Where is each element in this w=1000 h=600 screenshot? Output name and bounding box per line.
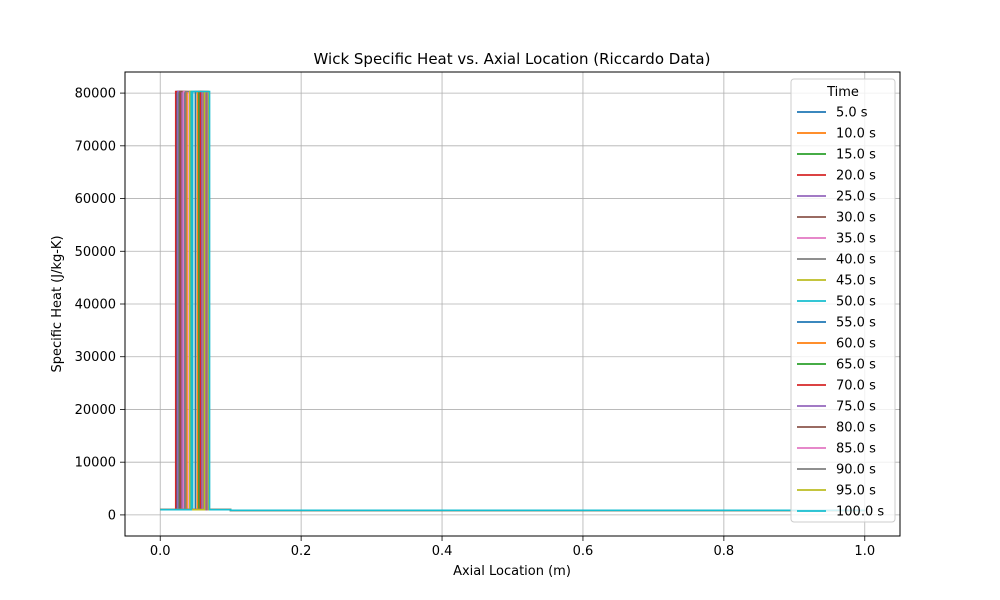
x-tick-label: 0.8 bbox=[714, 544, 735, 559]
legend-label: 85.0 s bbox=[836, 442, 876, 457]
legend-label: 65.0 s bbox=[836, 358, 876, 373]
x-tick-label: 0.0 bbox=[150, 544, 171, 559]
legend-entry: 80.0 s bbox=[797, 421, 876, 436]
legend-entry: 30.0 s bbox=[797, 211, 876, 226]
legend-entry: 100.0 s bbox=[797, 505, 884, 520]
grid-lines bbox=[125, 72, 900, 536]
legend-label: 40.0 s bbox=[836, 253, 876, 268]
legend-entry: 50.0 s bbox=[797, 295, 876, 310]
legend-box bbox=[790, 78, 896, 523]
legend-label: 30.0 s bbox=[836, 211, 876, 226]
legend-label: 35.0 s bbox=[836, 232, 876, 247]
legend-label: 60.0 s bbox=[836, 337, 876, 352]
chart-title: Wick Specific Heat vs. Axial Location (R… bbox=[314, 50, 711, 68]
y-tick-label: 40000 bbox=[75, 298, 116, 313]
y-axis: 0 10000 20000 30000 40000 50000 60000 70000 8000… bbox=[75, 87, 125, 523]
legend-label: 10.0 s bbox=[836, 127, 876, 142]
legend-entry: 65.0 s bbox=[797, 358, 876, 373]
legend-entry: 45.0 s bbox=[797, 274, 876, 289]
legend-label: 75.0 s bbox=[836, 400, 876, 415]
legend-entry: 75.0 s bbox=[797, 400, 876, 415]
legend-items: 5.0 s 10.0 s 15.0 s 20.0 s 25.0 s 30.0 s 35.0 … bbox=[797, 106, 884, 520]
y-tick-label: 80000 bbox=[75, 87, 116, 102]
legend-entry: 95.0 s bbox=[797, 484, 876, 499]
legend-entry: 85.0 s bbox=[797, 442, 876, 457]
legend-label: 20.0 s bbox=[836, 169, 876, 184]
x-axis-label: Axial Location (m) bbox=[453, 564, 571, 579]
y-tick-label: 60000 bbox=[75, 192, 116, 207]
legend-entry: 15.0 s bbox=[797, 148, 876, 163]
legend-label: 25.0 s bbox=[836, 190, 876, 205]
legend-entry: 55.0 s bbox=[797, 316, 876, 331]
y-tick-label: 20000 bbox=[75, 403, 116, 418]
legend-label: 5.0 s bbox=[836, 106, 868, 121]
legend-label: 55.0 s bbox=[836, 316, 876, 331]
legend-label: 45.0 s bbox=[836, 274, 876, 289]
legend-entry: 35.0 s bbox=[797, 232, 876, 247]
legend-label: 50.0 s bbox=[836, 295, 876, 310]
legend-entry: 70.0 s bbox=[797, 379, 876, 394]
legend-entry: 90.0 s bbox=[797, 463, 876, 478]
series-line bbox=[160, 90, 865, 512]
y-tick-label: 30000 bbox=[75, 350, 116, 365]
legend-title: Time bbox=[826, 85, 859, 100]
legend-label: 100.0 s bbox=[836, 505, 884, 520]
legend-label: 80.0 s bbox=[836, 421, 876, 436]
y-tick-label: 70000 bbox=[75, 139, 116, 154]
series-lines bbox=[160, 90, 865, 512]
legend-label: 90.0 s bbox=[836, 463, 876, 478]
legend-label: 95.0 s bbox=[836, 484, 876, 499]
x-axis: 0.0 0.2 0.4 0.6 0.8 1.0 bbox=[150, 536, 875, 559]
legend-label: 15.0 s bbox=[836, 148, 876, 163]
y-tick-label: 10000 bbox=[75, 456, 116, 471]
y-tick-label: 0 bbox=[108, 508, 116, 523]
legend-entry: 5.0 s bbox=[797, 106, 868, 121]
x-tick-label: 0.6 bbox=[573, 544, 594, 559]
y-axis-label: Specific Heat (J/kg-K) bbox=[50, 235, 65, 372]
legend-entry: 25.0 s bbox=[797, 190, 876, 205]
legend-entry: 40.0 s bbox=[797, 253, 876, 268]
legend-entry: 10.0 s bbox=[797, 127, 876, 142]
x-tick-label: 0.2 bbox=[291, 544, 312, 559]
y-tick-label: 50000 bbox=[75, 245, 116, 260]
legend: Time 5.0 s 10.0 s 15.0 s 20.0 s 25.0 s 30.0 s… bbox=[790, 78, 896, 523]
x-tick-label: 0.4 bbox=[432, 544, 453, 559]
x-tick-label: 1.0 bbox=[854, 544, 875, 559]
legend-entry: 60.0 s bbox=[797, 337, 876, 352]
legend-entry: 20.0 s bbox=[797, 169, 876, 184]
legend-label: 70.0 s bbox=[836, 379, 876, 394]
